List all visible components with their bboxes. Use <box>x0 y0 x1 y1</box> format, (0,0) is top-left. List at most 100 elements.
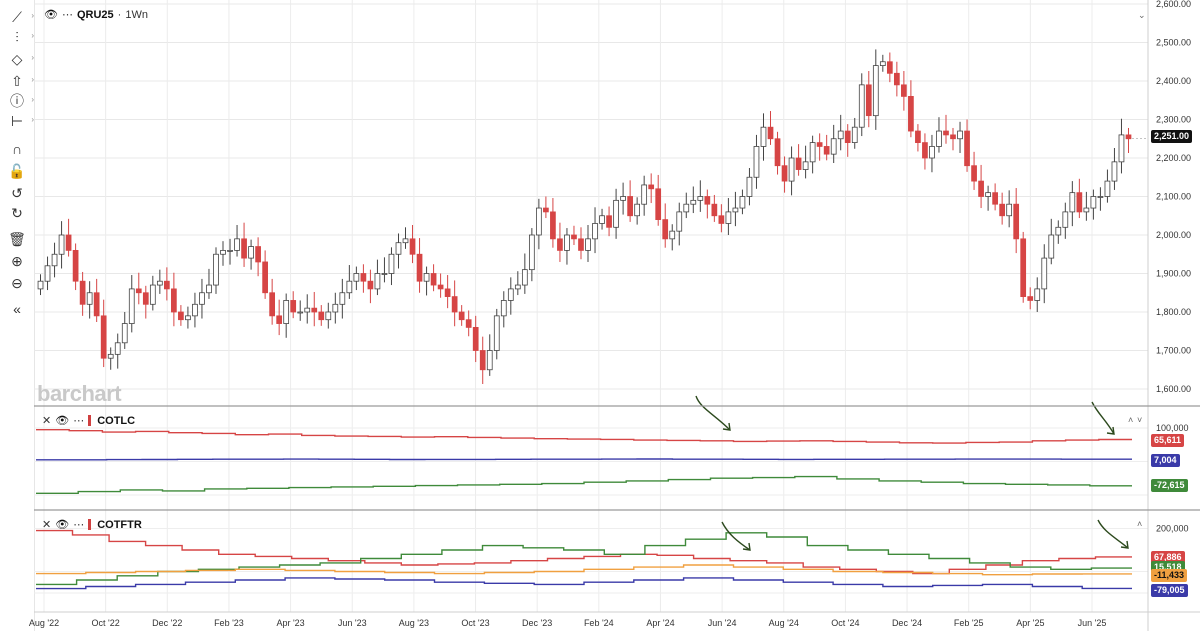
candle-body <box>262 261 268 294</box>
candle-body <box>114 342 121 355</box>
time-tick-label: Jun '24 <box>708 618 737 628</box>
candle-body <box>1055 226 1062 236</box>
info-icon[interactable]: ⓘ › <box>10 93 34 109</box>
candle-body <box>388 253 395 274</box>
shape-icon[interactable]: ◇ › <box>11 50 34 67</box>
time-tick-label: Oct '23 <box>461 618 489 628</box>
candle-body <box>606 215 612 228</box>
chevron-right-icon[interactable]: › <box>31 95 34 104</box>
candle-body <box>802 161 809 170</box>
time-tick-label: Oct '24 <box>831 618 859 628</box>
eye-icon[interactable]: 👁 <box>44 9 58 21</box>
candle-body <box>683 203 690 213</box>
price-tick-label: 2,500.00 <box>1156 38 1191 48</box>
candle-body <box>978 180 984 197</box>
measure-icon[interactable]: ⊢ › <box>10 112 34 129</box>
cotftr-tag-blue: -79,005 <box>1151 584 1188 597</box>
arrow-head <box>742 542 751 551</box>
candle-body <box>472 326 479 351</box>
cotftr-blue-line <box>36 577 1132 590</box>
candle-body <box>521 269 528 286</box>
magnet-icon[interactable]: ∩ <box>11 141 23 157</box>
candle-body <box>360 273 367 282</box>
candle-body <box>514 284 521 290</box>
candles <box>37 49 1148 384</box>
collapse-icon[interactable]: « <box>13 301 21 317</box>
pane-up-icon[interactable]: ˄ <box>1137 519 1143 529</box>
chevron-right-icon[interactable]: › <box>31 53 34 62</box>
candle-body <box>142 292 149 305</box>
candle-body <box>149 284 156 305</box>
candle-body <box>739 196 746 209</box>
price-tick-label: 1,900.00 <box>1156 269 1191 279</box>
candle-body <box>367 280 374 290</box>
trash-icon[interactable]: 🗑 <box>8 230 26 247</box>
trend-line-icon[interactable]: ⟋ › <box>12 8 34 25</box>
candle-body <box>592 223 598 240</box>
candle-body <box>430 273 437 286</box>
candle-body <box>493 315 500 351</box>
symbol-label[interactable]: QRU25 <box>76 8 114 21</box>
price-tick-label: 2,200.00 <box>1156 153 1191 163</box>
more-icon[interactable]: ⋯ <box>73 415 85 427</box>
candle-body <box>872 65 879 117</box>
zoom-in-icon[interactable]: ⊕ <box>11 252 23 269</box>
cotlc-tag-noncommercial: -72,615 <box>1151 479 1188 492</box>
candle-body <box>788 157 795 182</box>
candle-body <box>578 238 584 251</box>
candle-body <box>486 350 493 371</box>
candle-body <box>241 238 247 259</box>
candle-body <box>290 300 297 313</box>
price-tick-label: 1,600.00 <box>1156 384 1191 394</box>
candle-body <box>886 61 893 74</box>
candle-body <box>901 84 907 97</box>
more-icon[interactable]: ⋯ <box>73 519 85 531</box>
undo-icon[interactable]: ↺ <box>11 184 23 201</box>
close-icon[interactable]: ✕ <box>42 519 52 531</box>
candle-body <box>915 130 921 144</box>
candle-body <box>1034 288 1041 301</box>
candle-body <box>985 192 991 197</box>
candle-body <box>858 84 865 128</box>
chevron-down-icon[interactable]: ⌄ <box>1138 10 1146 20</box>
candle-body <box>374 273 381 290</box>
redo-icon[interactable]: ↻ <box>11 204 23 221</box>
candle-body <box>1069 192 1076 213</box>
barchart-watermark: barchart <box>37 381 122 406</box>
chevron-right-icon[interactable]: › <box>31 31 34 40</box>
lock-icon[interactable]: 🔓 <box>8 162 26 179</box>
cotftr-tag-orange: -11,433 <box>1151 569 1188 582</box>
chevron-right-icon[interactable]: › <box>31 115 34 124</box>
eye-icon[interactable]: 👁 <box>55 519 70 531</box>
candle-body <box>325 311 332 321</box>
candle-body <box>697 196 704 201</box>
time-tick-label: Apr '25 <box>1016 618 1044 628</box>
candle-body <box>760 126 767 147</box>
zoom-out-icon[interactable]: ⊖ <box>11 274 23 291</box>
candle-body <box>206 284 212 294</box>
chevron-right-icon[interactable]: › <box>31 75 34 84</box>
last-price-tag: 2,251.00 <box>1151 130 1193 143</box>
candle-body <box>65 234 72 251</box>
cotftr-title: COTFTR <box>97 518 142 531</box>
close-icon[interactable]: ✕ <box>42 415 52 427</box>
candle-body <box>865 84 872 117</box>
arrow-up-icon[interactable]: ⇧ › <box>11 72 34 89</box>
chevron-right-icon[interactable]: › <box>31 11 34 20</box>
candle-body <box>451 296 458 313</box>
more-icon[interactable]: ⋯ <box>61 9 73 21</box>
cotftr-green-line <box>36 532 1132 586</box>
candle-body <box>528 234 535 271</box>
cotlc-tick-label: 100,000 <box>1156 423 1189 433</box>
candle-body <box>999 203 1006 217</box>
pane-dividers <box>34 405 1200 613</box>
price-tick-label: 2,000.00 <box>1156 230 1191 240</box>
candle-body <box>1118 134 1125 163</box>
timeframe-label[interactable]: 1Wn <box>125 8 148 21</box>
fib-icon[interactable]: ⫶ › <box>15 28 34 45</box>
pane-down-icon[interactable]: ˅ <box>1137 415 1143 425</box>
candle-body <box>213 253 219 286</box>
candle-body <box>318 311 325 321</box>
pane-up-icon[interactable]: ˄ <box>1128 415 1134 425</box>
eye-icon[interactable]: 👁 <box>55 415 70 427</box>
